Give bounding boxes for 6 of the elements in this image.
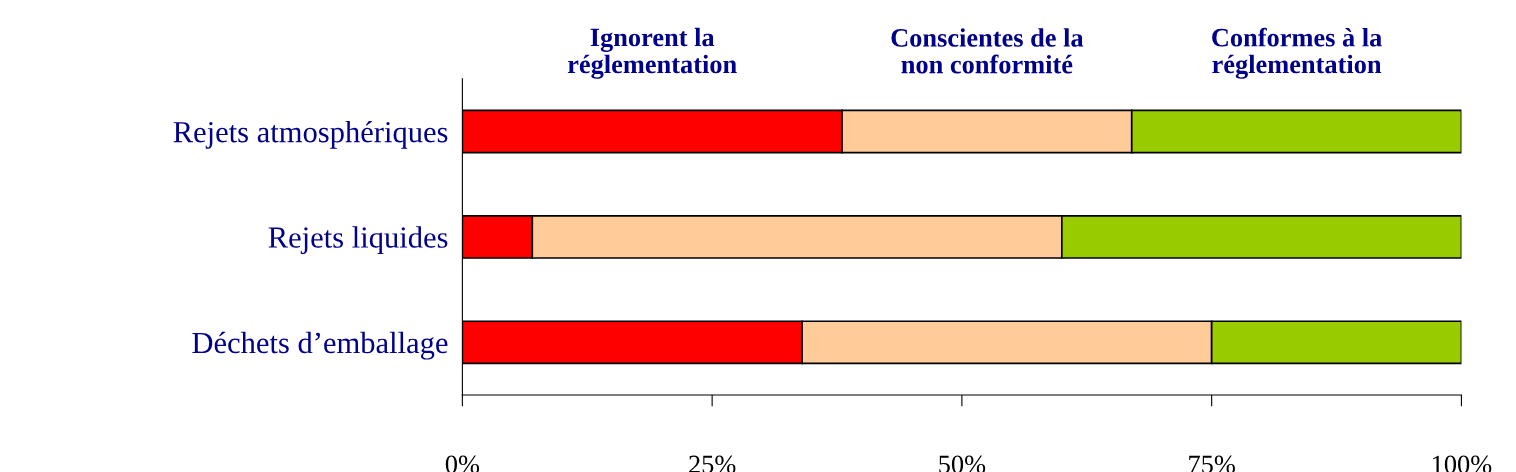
y-tick-label: Rejets atmosphériques	[173, 120, 448, 149]
series-label: Ignorent la réglementation	[567, 27, 737, 79]
y-tick-label: Rejets liquides	[268, 226, 448, 255]
y-tick-label: Déchets d’emballage	[192, 331, 448, 360]
series-label: Conscientes de la non conformité	[891, 28, 1084, 74]
series-label: Conformes à la réglementation	[1212, 27, 1382, 79]
